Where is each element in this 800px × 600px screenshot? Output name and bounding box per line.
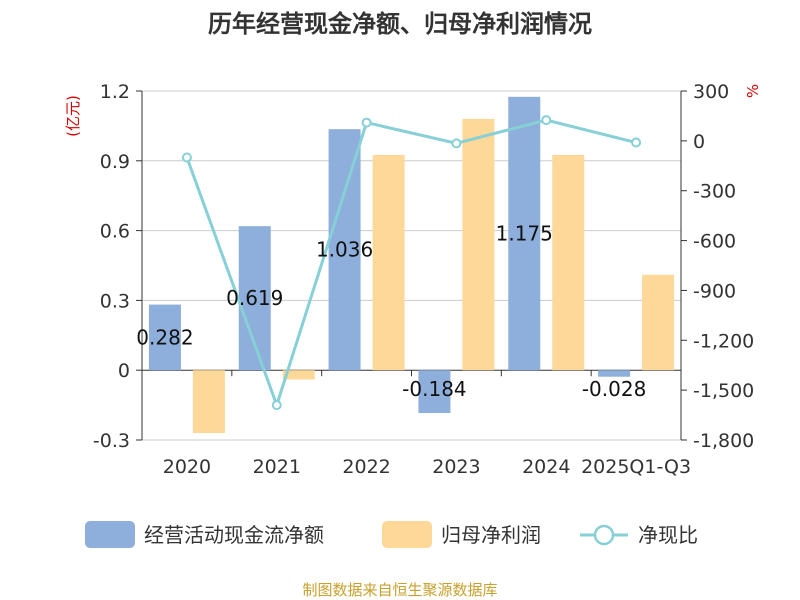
data-label-cashflow-1: 0.619	[226, 286, 283, 310]
data-label-cashflow-5: -0.028	[582, 377, 646, 401]
right-tick-label-1: 0	[693, 131, 705, 153]
axes	[136, 90, 687, 441]
legend-item-netprofit[interactable]: 归母净利润	[382, 521, 541, 548]
bar-cashflow-3	[418, 370, 451, 414]
ratio-point-0	[181, 152, 192, 163]
ratio-series-line	[185, 118, 637, 410]
bar-cashflow-0	[148, 304, 181, 371]
right-tick-label-2: -300	[693, 181, 736, 203]
ratio-line	[181, 115, 642, 411]
ratio-point-3	[451, 138, 462, 149]
bar-netprofit-4	[552, 154, 585, 371]
data-label-cashflow-4: 1.175	[496, 222, 553, 246]
data-labels: 0.282 0.619 1.036 -0.184 1.175 -0.028	[136, 222, 646, 402]
bar-cashflow-4	[508, 96, 541, 371]
right-tick-label-5: -1,200	[693, 330, 754, 352]
legend-label-cashflow: 经营活动现金流净额	[144, 523, 324, 547]
legend-swatch-netprofit	[382, 521, 432, 548]
right-tick-labels: 300 0 -300 -600 -900 -1,200 -1,500 -1,800	[693, 81, 754, 452]
x-tick-label-4: 2024	[522, 456, 570, 478]
source-note: 制图数据来自恒生聚源数据库	[302, 581, 497, 599]
right-tick-label-3: -600	[693, 231, 736, 253]
bar-cashflow-5	[598, 370, 631, 377]
left-tick-label-0: 1.2	[100, 81, 130, 103]
left-tick-label-3: 0.3	[100, 290, 130, 312]
grid	[142, 90, 681, 441]
x-tick-label-3: 2023	[432, 456, 480, 478]
legend-item-cashflow[interactable]: 经营活动现金流净额	[85, 521, 324, 548]
left-tick-labels: 1.2 0.9 0.6 0.3 0 -0.3	[93, 81, 130, 452]
legend-label-ratio: 净现比	[638, 523, 698, 547]
legend-item-ratio[interactable]: 净现比	[580, 523, 698, 547]
data-label-cashflow-3: -0.184	[402, 377, 466, 401]
legend-label-netprofit: 归母净利润	[441, 523, 541, 547]
ratio-point-4	[541, 115, 552, 126]
ratio-point-2	[361, 117, 372, 128]
x-tick-label-2: 2022	[342, 456, 390, 478]
ratio-point-1	[271, 400, 282, 411]
right-tick-label-4: -900	[693, 280, 736, 302]
data-label-cashflow-0: 0.282	[136, 325, 193, 349]
bar-cashflow-2	[328, 129, 361, 371]
right-tick-label-6: -1,500	[693, 380, 754, 402]
bar-netprofit-5	[642, 274, 675, 371]
bars	[148, 96, 675, 434]
bar-netprofit-3	[462, 118, 495, 371]
x-tick-label-1: 2021	[253, 456, 301, 478]
bar-netprofit-1	[282, 370, 315, 380]
legend-swatch-cashflow	[85, 521, 135, 548]
chart-title: 历年经营现金净额、归母净利润情况	[208, 10, 592, 38]
x-tick-label-5: 2025Q1-Q3	[581, 456, 691, 478]
ratio-point-5	[631, 137, 642, 148]
right-axis-unit: %	[744, 84, 762, 98]
bar-netprofit-0	[192, 370, 225, 434]
legend-marker-ratio	[593, 524, 615, 546]
left-axis-unit: (亿元)	[64, 95, 82, 137]
x-tick-labels: 2020 2021 2022 2023 2024 2025Q1-Q3	[163, 456, 691, 478]
left-tick-label-5: -0.3	[93, 430, 130, 452]
left-tick-label-2: 0.6	[100, 221, 130, 243]
x-tick-label-0: 2020	[163, 456, 211, 478]
left-tick-label-1: 0.9	[100, 151, 130, 173]
data-label-cashflow-2: 1.036	[316, 238, 373, 262]
bar-netprofit-2	[372, 154, 405, 371]
right-tick-label-0: 300	[693, 81, 729, 103]
left-tick-label-4: 0	[118, 360, 130, 382]
legend: 经营活动现金流净额 归母净利润 净现比	[85, 521, 698, 548]
right-tick-label-7: -1,800	[693, 430, 754, 452]
